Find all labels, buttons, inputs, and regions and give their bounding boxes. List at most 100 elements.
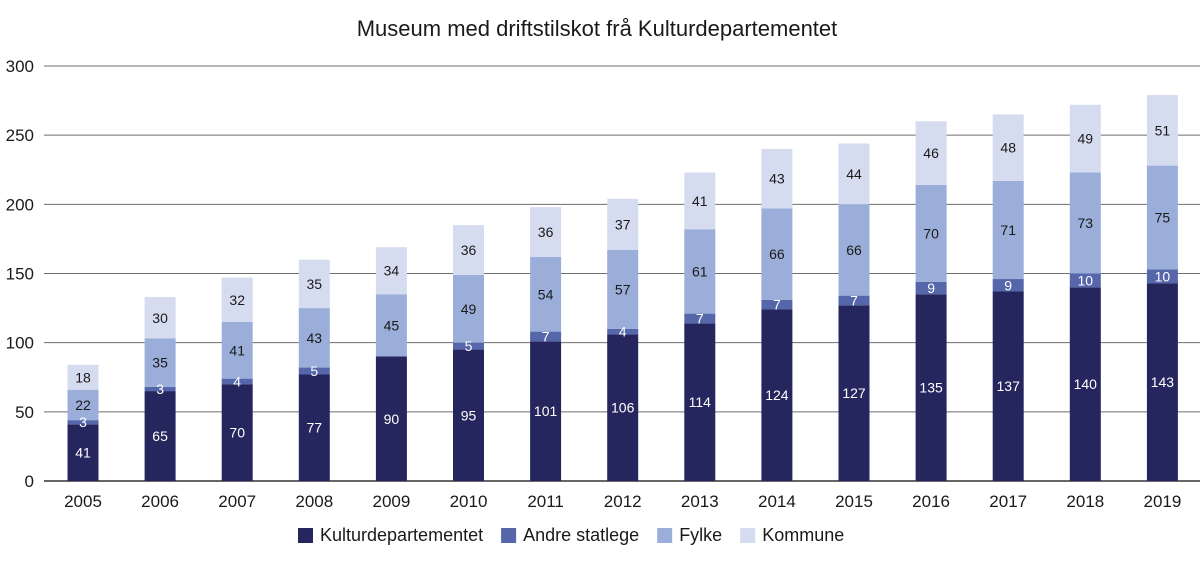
bar-segment (684, 323, 716, 481)
legend-item: Kulturdepartementet (298, 525, 483, 545)
bar-segment (761, 309, 793, 481)
data-label: 22 (75, 397, 91, 413)
bar-segment (838, 204, 870, 296)
bar-segment (221, 321, 253, 379)
data-label: 5 (465, 338, 473, 354)
data-label: 135 (919, 380, 943, 396)
bar-segment (375, 247, 407, 295)
bars (67, 95, 1178, 481)
x-tick-label: 2007 (218, 492, 256, 511)
data-label: 51 (1155, 122, 1171, 138)
data-label: 124 (765, 387, 789, 403)
bar-segment (67, 389, 99, 421)
x-tick-label: 2015 (835, 492, 873, 511)
data-label: 70 (923, 225, 939, 241)
data-label: 7 (773, 297, 781, 313)
x-tick-label: 2019 (1143, 492, 1181, 511)
data-label: 45 (384, 317, 400, 333)
data-label: 66 (846, 242, 862, 258)
y-tick-label: 250 (6, 126, 34, 145)
data-label: 127 (842, 385, 866, 401)
legend-item: Andre statlege (501, 525, 639, 545)
data-label: 4 (233, 373, 241, 389)
y-tick-label: 200 (6, 195, 34, 214)
data-label: 143 (1151, 374, 1175, 390)
legend-item: Fylke (657, 525, 722, 545)
x-tick-label: 2018 (1066, 492, 1104, 511)
legend-item: Kommune (740, 525, 844, 545)
data-label: 7 (696, 310, 704, 326)
data-label: 37 (615, 216, 631, 232)
data-label: 7 (542, 328, 550, 344)
legend-swatch (740, 528, 756, 543)
legend: Kulturdepartementet Andre statlege Fylke Ko… (298, 525, 844, 545)
bar-segment (221, 378, 253, 385)
data-label: 95 (461, 407, 477, 423)
data-label: 49 (461, 301, 477, 317)
data-label: 3 (156, 381, 164, 397)
data-label: 9 (927, 280, 935, 296)
data-label: 4 (619, 324, 627, 340)
x-tick-label: 2013 (681, 492, 719, 511)
legend-label: Kulturdepartementet (320, 525, 483, 545)
data-label: 44 (846, 166, 862, 182)
bar-segment (67, 420, 99, 425)
bar-segment (221, 384, 253, 481)
x-tick-label: 2009 (372, 492, 410, 511)
data-label: 3 (79, 414, 87, 430)
legend-label: Fylke (679, 525, 722, 545)
bar-segment (1146, 165, 1178, 270)
bar-segment (1069, 273, 1101, 288)
bar-segment (144, 297, 176, 339)
data-label: 7 (850, 292, 858, 308)
data-label: 41 (75, 445, 91, 461)
data-label: 114 (689, 394, 712, 410)
bar-segment (1069, 172, 1101, 274)
bar-segment (992, 279, 1024, 292)
data-label: 101 (534, 403, 558, 419)
x-tick-label: 2016 (912, 492, 950, 511)
x-tick-label: 2011 (527, 492, 564, 511)
data-label: 5 (310, 363, 318, 379)
bar-segment (298, 259, 330, 309)
data-label: 54 (538, 286, 554, 302)
data-label: 57 (615, 281, 631, 297)
x-tick-label: 2012 (604, 492, 642, 511)
bar-segment (298, 308, 330, 368)
legend-label: Kommune (762, 525, 844, 545)
bar-segment (607, 198, 639, 250)
data-label: 10 (1155, 268, 1171, 284)
bar-segment (761, 299, 793, 310)
bar-segment (67, 424, 99, 481)
bar-segment (915, 121, 947, 185)
data-label: 61 (692, 263, 708, 279)
bar-segment (992, 180, 1024, 280)
data-label: 90 (384, 411, 400, 427)
data-label: 137 (997, 378, 1021, 394)
bar-segment (530, 207, 562, 257)
data-label: 71 (1000, 222, 1016, 238)
bar-segment (607, 328, 639, 335)
bar-segment (1069, 104, 1101, 173)
data-label: 77 (307, 420, 323, 436)
bar-segment (453, 225, 484, 275)
bar-segment (838, 295, 870, 306)
bar-segment (992, 291, 1024, 481)
data-label: 10 (1078, 272, 1094, 288)
bar-segment (1146, 283, 1178, 481)
bar-segment (67, 364, 99, 390)
data-label: 49 (1078, 131, 1094, 147)
bar-segment (607, 334, 639, 481)
y-tick-label: 50 (15, 403, 34, 422)
legend-swatch (298, 528, 313, 543)
x-tick-label: 2017 (989, 492, 1027, 511)
x-tick-label: 2014 (758, 492, 796, 511)
bar-segment (144, 391, 176, 481)
bar-segment (530, 341, 562, 481)
x-tick-label: 2006 (141, 492, 179, 511)
bar-segment (915, 294, 947, 481)
data-label: 18 (75, 369, 91, 385)
bar-segment (298, 374, 330, 481)
chart-title: Museum med driftstilskot frå Kulturdepar… (357, 16, 838, 41)
